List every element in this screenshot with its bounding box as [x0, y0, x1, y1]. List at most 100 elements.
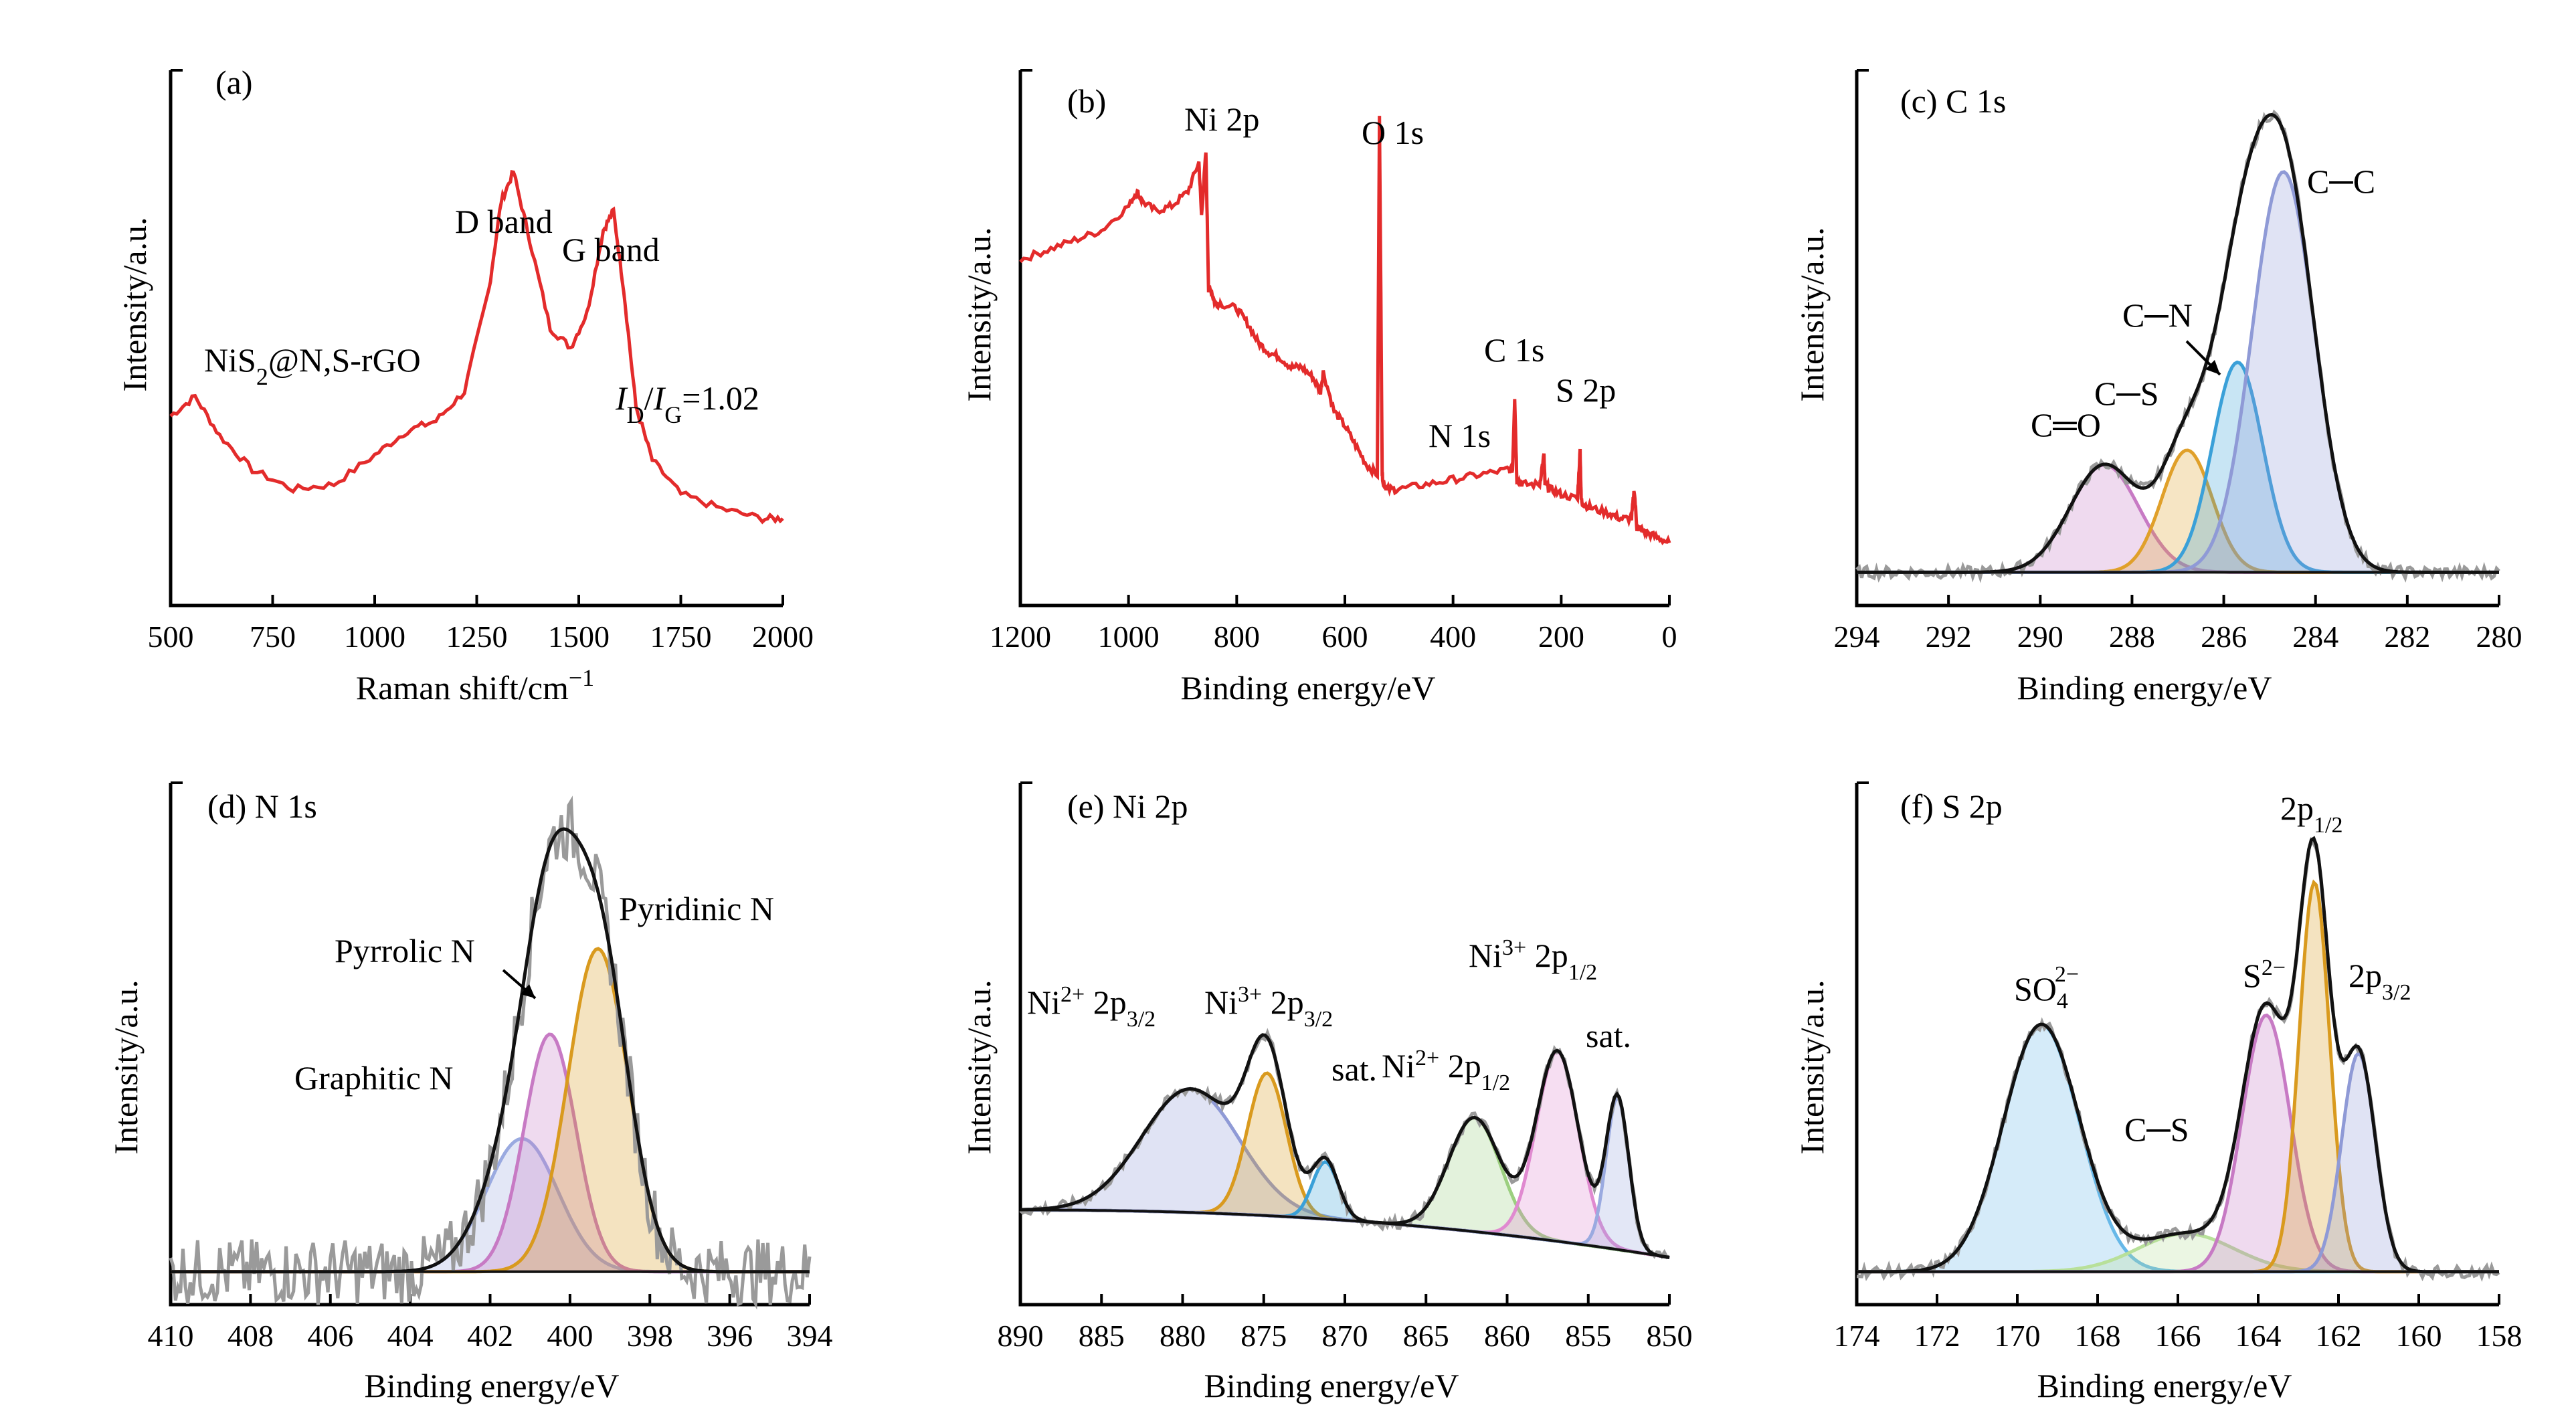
panel-c-xtick-label-7: 280	[2476, 620, 2522, 654]
panel-e-xtick-label-6: 860	[1484, 1319, 1530, 1353]
arrowhead-pyrrolic	[521, 984, 535, 998]
panel-c-ylabel: Intensity/a.u.	[1793, 227, 1831, 401]
panel-d-peak-fill-0	[171, 1139, 810, 1272]
annotation-2p32: 2p3/2	[2349, 957, 2411, 1005]
panel-f-xtick-label-7: 160	[2396, 1319, 2442, 1353]
panel-a-series-line	[169, 169, 784, 525]
annotation-f-c-s: C─S	[2124, 1111, 2189, 1148]
panel-c-fit-envelope	[1857, 112, 2499, 574]
annotation-ni2-2p32: Ni2+ 2p3/2	[1027, 982, 1156, 1032]
arrowhead-c-n	[2205, 360, 2220, 375]
annotation-s2p: S 2p	[1556, 371, 1616, 409]
panel-f-xlabel: Binding energy/eV	[2037, 1367, 2292, 1404]
panel-f-raw-data	[1856, 836, 2500, 1283]
panel-f-label: (f) S 2p	[1900, 787, 2003, 825]
panel-c-c1s: 294 292 290 288 286 284 282 280	[1834, 69, 2522, 654]
annotation-graphitic: Graphitic N	[294, 1059, 453, 1097]
panel-e-label: (e) Ni 2p	[1067, 787, 1188, 825]
panel-d-ylabel: Intensity/a.u.	[107, 979, 145, 1154]
panel-f-s2p: 174 172 170 168 166 164 162 160 158	[1834, 781, 2522, 1353]
panel-d-xtick-label-1: 408	[227, 1319, 274, 1353]
panel-f-xtick-label-0: 174	[1834, 1319, 1880, 1353]
panel-c-xtick-label-5: 284	[2292, 620, 2338, 654]
annotation-ni2-2p12: Ni2+ 2p1/2	[1382, 1046, 1510, 1095]
panel-f-ylabel: Intensity/a.u.	[1793, 979, 1831, 1154]
annotation-sample: NiS2@N,S-rGO	[204, 341, 421, 390]
annotation-id-ig-ratio: ID/IG=1.02	[615, 379, 759, 428]
panel-e-xtick-label-8: 850	[1647, 1319, 1693, 1353]
panel-e-xtick-label-2: 880	[1160, 1319, 1206, 1353]
panel-d-xtick-label-0: 410	[148, 1319, 194, 1353]
panel-b-xtick-label-2: 800	[1214, 620, 1260, 654]
panel-d-xtick-label-5: 400	[547, 1319, 593, 1353]
panel-a-xtick-label-0: 500	[148, 620, 194, 654]
annotation-ni2p: Ni 2p	[1184, 100, 1260, 138]
panel-a-xtick-label-3: 1250	[446, 620, 508, 654]
panel-a-xlabel: Raman shift/cm−1	[356, 664, 594, 707]
panel-e-peak-fill-0	[1020, 1089, 1669, 1258]
panel-c-xtick-label-1: 292	[1926, 620, 1972, 654]
panel-c-peak-fill-1	[1857, 450, 2499, 573]
panel-b-series-line	[1019, 116, 1671, 546]
annotation-ni3-2p12: Ni3+ 2p1/2	[1469, 935, 1597, 985]
panel-d-n1s: 410 408 406 404 402 400 398 396 394	[148, 781, 833, 1353]
panel-e-fit-envelope	[1020, 1033, 1670, 1259]
panel-b-survey: 1200 1000 800 600 400 200 0	[990, 69, 1677, 654]
panel-e-xtick-label-3: 875	[1240, 1319, 1287, 1353]
panel-b-xtick-label-0: 1200	[990, 620, 1051, 654]
panel-f-xtick-label-5: 164	[2235, 1319, 2282, 1353]
panel-c-label: (c) C 1s	[1900, 82, 2006, 120]
annotation-n1s: N 1s	[1429, 417, 1491, 454]
panel-c-xlabel: Binding energy/eV	[2017, 669, 2272, 707]
panel-d-xtick-label-6: 398	[627, 1319, 673, 1353]
panel-f-xtick-label-8: 158	[2476, 1319, 2522, 1353]
panel-e-peak-fill-2	[1020, 1161, 1669, 1258]
panel-a-xtick-label-6: 2000	[752, 620, 814, 654]
panel-b-xtick-label-1: 1000	[1098, 620, 1160, 654]
panel-f-peak-fill-3	[1857, 882, 2499, 1272]
annotation-2p12: 2p1/2	[2280, 789, 2342, 838]
annotation-c-c: C─C	[2307, 163, 2375, 200]
panel-e-xtick-label-4: 870	[1322, 1319, 1368, 1353]
panel-d-fit-envelope	[171, 827, 810, 1274]
panel-a-xtick-label-5: 1750	[650, 620, 712, 654]
annotation-sat-2: sat.	[1586, 1017, 1631, 1054]
panel-d-xtick-label-3: 404	[387, 1319, 434, 1353]
annotation-c-s: C─S	[2094, 375, 2159, 412]
panel-e-ni2p: 890 885 880 875 870 865 860 855 850	[998, 781, 1693, 1353]
annotation-pyrrolic: Pyrrolic N	[335, 932, 475, 969]
panel-f-xtick-label-3: 168	[2075, 1319, 2121, 1353]
panel-f-xtick-label-2: 170	[1995, 1319, 2041, 1353]
annotation-sat-1: sat.	[1331, 1050, 1377, 1088]
annotation-g-band: G band	[562, 231, 660, 268]
panel-b-axes	[1018, 70, 1669, 607]
annotation-d-band: D band	[455, 203, 553, 240]
panel-d-xtick-label-7: 396	[707, 1319, 753, 1353]
annotation-c1s: C 1s	[1484, 331, 1544, 369]
panel-f-peak-fill-0	[1857, 1024, 2499, 1272]
panel-a-xtick-label-4: 1500	[548, 620, 610, 654]
panel-d-label: (d) N 1s	[207, 787, 317, 825]
panel-a-ylabel: Intensity/a.u.	[116, 217, 153, 391]
panel-e-peak-fill-4	[1020, 1051, 1669, 1258]
panel-c-xtick-label-3: 288	[2109, 620, 2155, 654]
panel-c-xtick-label-2: 290	[2017, 620, 2063, 654]
panel-a-xtick-label-2: 1000	[344, 620, 405, 654]
panel-f-xtick-label-1: 172	[1914, 1319, 1960, 1353]
panel-f-peak-fill-4	[1857, 1053, 2499, 1272]
panel-d-xtick-label-2: 406	[307, 1319, 353, 1353]
panel-e-xtick-label-5: 865	[1403, 1319, 1449, 1353]
annotation-so4: SO42−	[2014, 962, 2079, 1014]
panel-b-xtick-label-3: 600	[1322, 620, 1368, 654]
panel-f-fit-envelope	[1857, 836, 2499, 1274]
annotation-pyridinic: Pyridinic N	[619, 890, 774, 927]
annotation-o1s: O 1s	[1362, 114, 1424, 151]
panel-c-xtick-label-4: 286	[2201, 620, 2247, 654]
panel-f-peak-fill-1	[1857, 1234, 2499, 1272]
panel-d-xlabel: Binding energy/eV	[365, 1367, 620, 1404]
panel-e-ylabel: Intensity/a.u.	[960, 979, 998, 1154]
panel-b-ylabel: Intensity/a.u.	[960, 227, 998, 401]
panel-f-axes	[1855, 783, 2499, 1307]
panel-e-xtick-label-0: 890	[998, 1319, 1044, 1353]
